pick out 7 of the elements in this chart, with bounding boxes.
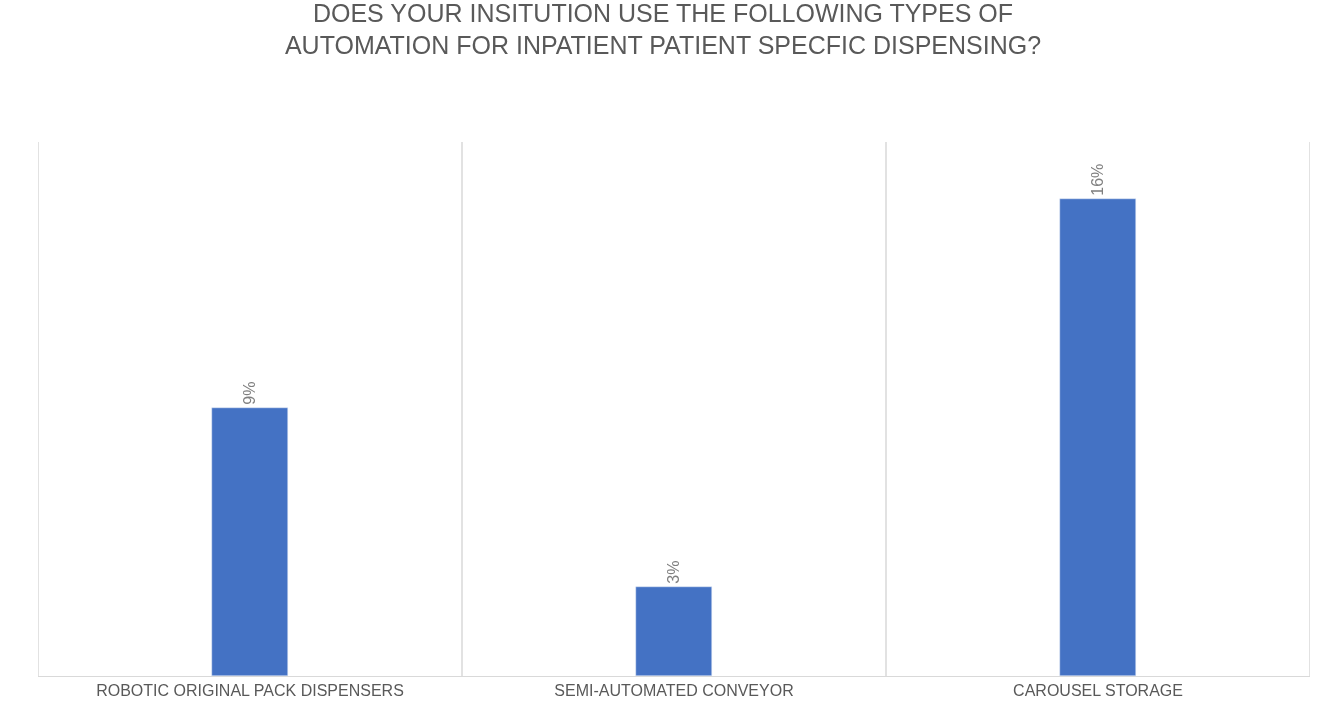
data-label: 16%	[1089, 163, 1107, 196]
data-label: 9%	[241, 381, 259, 405]
x-tick-label: CAROUSEL STORAGE	[1013, 682, 1183, 700]
data-label: 3%	[665, 560, 683, 584]
x-tick-label: SEMI-AUTOMATED CONVEYOR	[554, 682, 794, 700]
chart-title: DOES YOUR INSITUTION USE THE FOLLOWING TYPES OF AUTOMATION FOR INPATIENT PATIENT SPECFIC DISPENSING?	[284, 0, 1042, 60]
x-tick-label: ROBOTIC ORIGINAL PACK DISPENSERS	[96, 682, 404, 700]
